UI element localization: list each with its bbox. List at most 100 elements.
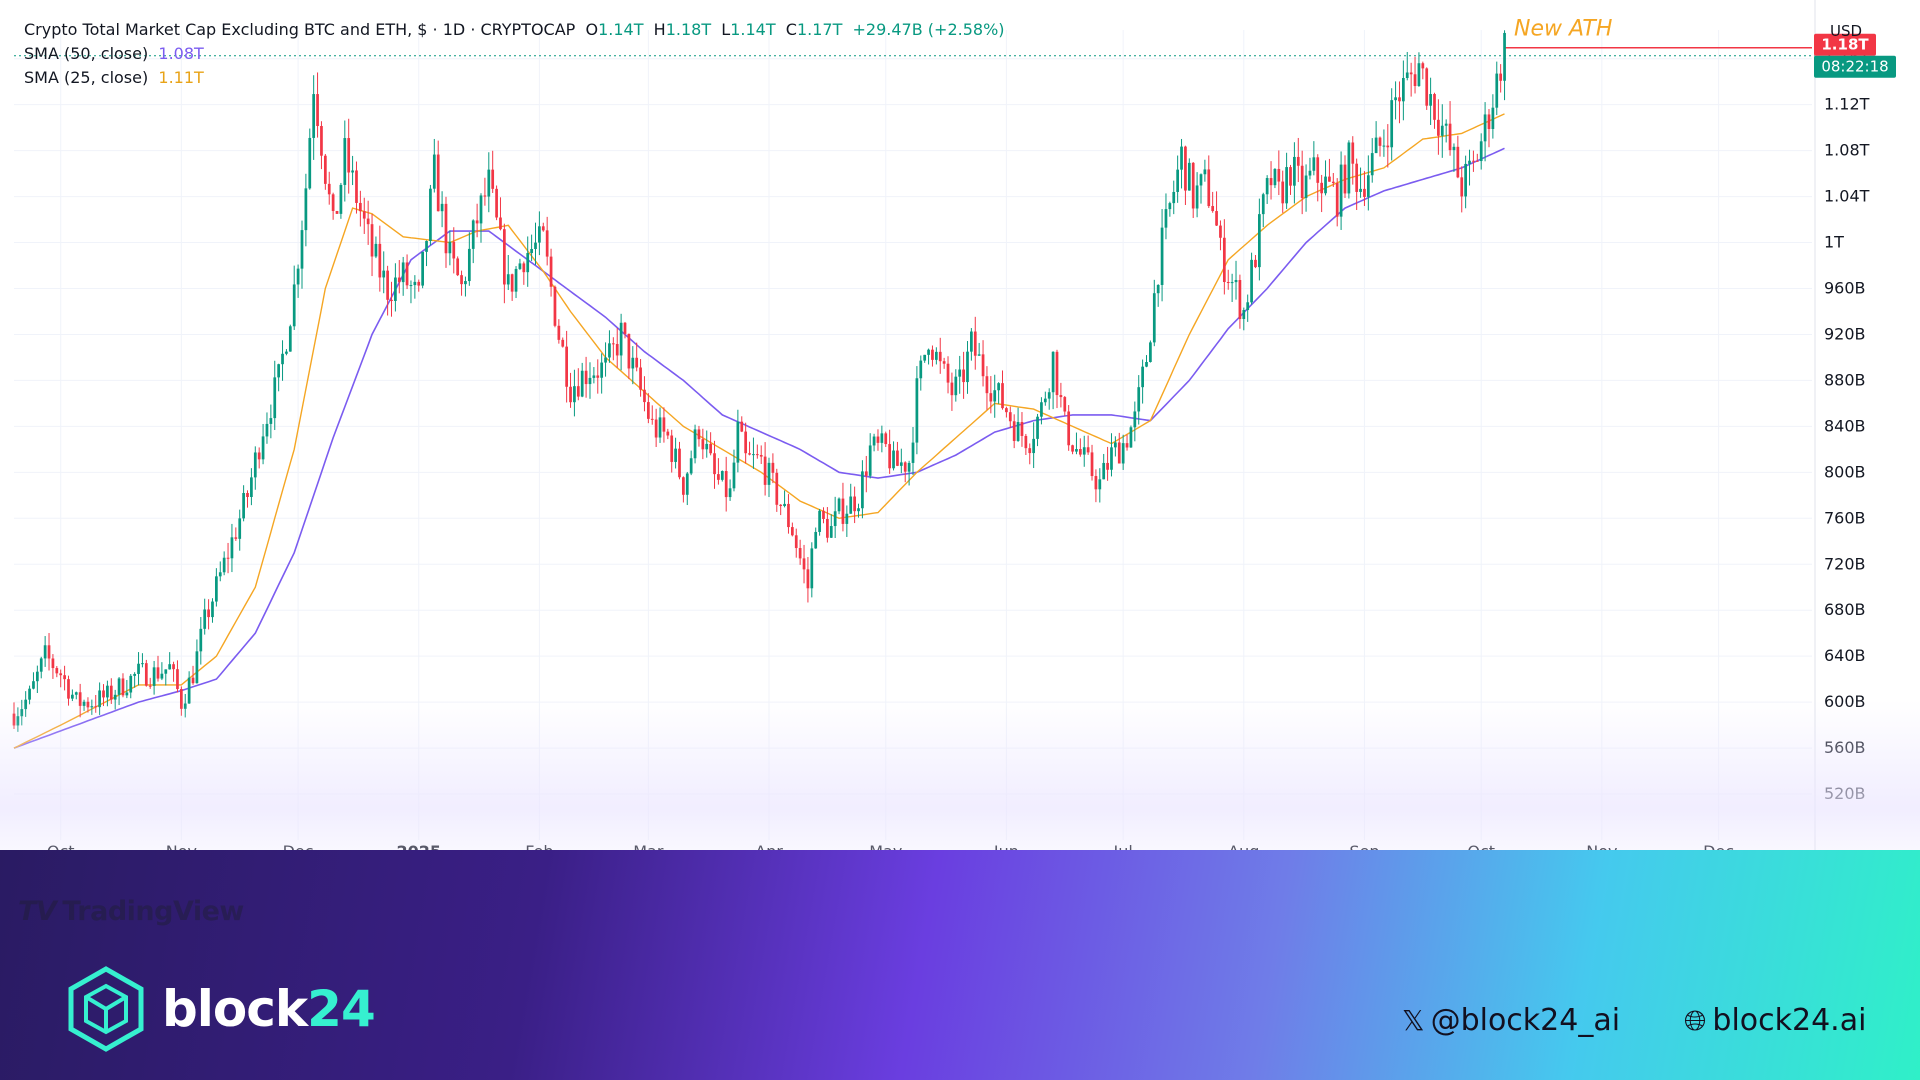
candle-down	[1320, 174, 1323, 213]
candle-body	[1078, 449, 1082, 455]
candle-body	[884, 433, 888, 445]
candle-body	[156, 667, 160, 679]
candle-body	[514, 268, 518, 292]
candle-down	[654, 408, 658, 447]
ohlc-high: 1.18T	[665, 20, 712, 39]
candle-down	[320, 121, 323, 170]
candle-up	[269, 404, 273, 439]
candle-up	[1405, 51, 1409, 81]
candle-down	[1055, 349, 1059, 409]
candle-body	[113, 694, 117, 700]
candle-up	[1273, 168, 1277, 189]
candle-up	[1265, 175, 1269, 204]
candle-body	[1355, 163, 1359, 192]
candle-down	[156, 655, 160, 682]
candle-body	[1413, 74, 1417, 87]
candle-body	[238, 518, 242, 539]
candle-down	[1343, 155, 1347, 198]
candle-down	[94, 694, 98, 713]
symbol-title[interactable]: Crypto Total Market Cap Excluding BTC an…	[24, 20, 576, 39]
candle-up	[911, 426, 915, 475]
website-link[interactable]: 🌐︎ block24.ai	[1684, 1003, 1866, 1038]
candle-up	[160, 662, 164, 681]
candle-body	[199, 628, 203, 652]
candle-down	[1472, 150, 1475, 172]
candle-up	[20, 699, 24, 726]
sma50-line	[13, 147, 1505, 749]
candle-down	[931, 345, 934, 367]
candle-down	[405, 254, 409, 290]
candle-down	[740, 416, 744, 433]
candle-down	[806, 557, 810, 603]
candle-body	[1141, 366, 1144, 388]
candle-body	[1273, 168, 1277, 186]
candle-up	[518, 258, 522, 271]
candle-down	[787, 494, 790, 534]
candle-body	[394, 277, 397, 301]
candle-up	[300, 220, 304, 289]
candle-body	[709, 443, 712, 454]
candle-body	[312, 94, 316, 138]
candle-down	[460, 270, 463, 296]
candle-up	[849, 483, 853, 514]
sma50-legend[interactable]: SMA (50, close) 1.08T	[24, 42, 1005, 66]
candle-up	[238, 509, 242, 551]
candle-up	[339, 182, 343, 219]
candle-down	[557, 319, 561, 344]
candle-body	[915, 378, 919, 443]
candle-body	[829, 526, 833, 538]
candle-body	[1059, 395, 1063, 398]
candle-body	[650, 418, 654, 420]
candle-body	[1444, 123, 1448, 126]
candle-up	[277, 363, 281, 392]
candle-down	[1296, 137, 1300, 183]
candle-up	[1234, 260, 1238, 300]
candle-body	[744, 431, 748, 454]
y-tick-label: 920B	[1824, 324, 1866, 343]
candle-up	[1032, 422, 1036, 469]
candle-up	[464, 276, 467, 297]
candle-body	[814, 531, 818, 549]
candle-body	[732, 462, 736, 489]
candle-up	[35, 665, 39, 693]
candle-down	[717, 458, 720, 485]
currency-selector[interactable]: USD	[1830, 22, 1863, 40]
sma50-label: SMA (50, close)	[24, 44, 149, 63]
candle-body	[261, 436, 265, 460]
candle-down	[1125, 434, 1129, 451]
sma25-legend[interactable]: SMA (25, close) 1.11T	[24, 66, 1005, 90]
candle-body	[1114, 442, 1117, 448]
candle-body	[1402, 78, 1405, 102]
candle-up	[919, 355, 923, 391]
candle-up	[1382, 129, 1386, 157]
candle-body	[864, 471, 868, 476]
candle-down	[1487, 109, 1491, 148]
candle-up	[814, 527, 818, 549]
candle-body	[783, 503, 786, 507]
candle-down	[1328, 158, 1331, 182]
candle-down	[666, 428, 670, 440]
candle-up	[1359, 167, 1362, 198]
candle-body	[689, 458, 693, 474]
candle-body	[705, 443, 709, 450]
candles	[12, 30, 1506, 732]
candle-up	[137, 652, 140, 686]
candle-up	[752, 437, 755, 469]
candle-body	[600, 362, 604, 378]
twitter-handle[interactable]: 𝕏 @block24_ai	[1402, 1003, 1620, 1038]
candle-body	[152, 667, 156, 686]
candle-body	[90, 706, 94, 708]
candle-body	[530, 249, 533, 254]
candle-body	[308, 137, 312, 189]
candle-up	[98, 682, 101, 715]
candle-down	[950, 372, 954, 411]
y-tick-label: 640B	[1824, 646, 1866, 665]
candle-body	[195, 651, 199, 684]
candle-body	[382, 270, 386, 278]
candle-up	[71, 689, 74, 702]
candle-down	[207, 599, 210, 630]
candle-body	[654, 419, 658, 438]
candle-body	[1475, 160, 1479, 162]
candle-up	[253, 446, 257, 490]
candle-body	[810, 548, 814, 589]
